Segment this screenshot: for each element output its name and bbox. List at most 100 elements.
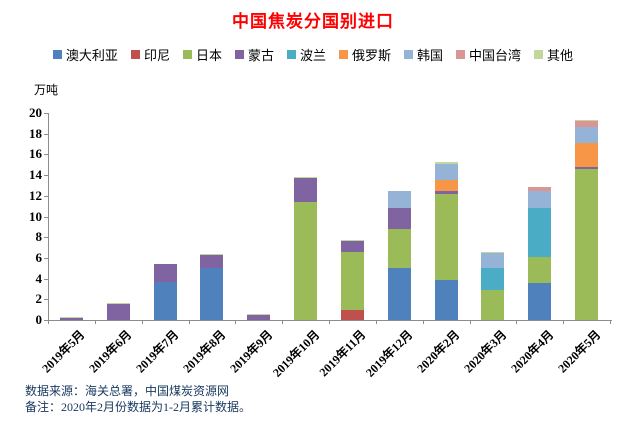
bar-segment [434, 163, 458, 181]
y-tick [44, 278, 48, 280]
bar-segment [106, 304, 130, 320]
bar-segment [340, 241, 364, 252]
legend-label: 澳大利亚 [65, 48, 118, 63]
legend-label: 波兰 [299, 48, 326, 63]
bar-segment [575, 166, 599, 169]
bar-segment [59, 317, 83, 320]
legend-swatch-icon [130, 50, 140, 59]
bar-segment [387, 208, 411, 229]
legend-swatch-icon [534, 50, 544, 59]
bar-segment [247, 313, 271, 315]
legend-label: 蒙古 [247, 48, 274, 63]
x-tick [422, 320, 424, 324]
bar-segment [434, 193, 458, 280]
legend-label: 韩国 [417, 48, 444, 63]
y-tick [44, 237, 48, 239]
y-tick [44, 154, 48, 156]
bar-segment [575, 119, 599, 122]
bar-segment [200, 253, 224, 255]
y-tick-label: 4 [35, 270, 43, 286]
bar-segment [481, 252, 505, 254]
x-tick [329, 320, 330, 324]
y-tick-label: 0 [35, 312, 43, 327]
legend-label: 其他 [547, 48, 574, 63]
bar-segment [528, 208, 552, 257]
bar-segment [153, 281, 177, 320]
bar-segment [106, 303, 130, 305]
legend-swatch-icon [52, 50, 62, 59]
bar-segment [528, 282, 552, 320]
footer-source-line: 数据来源：海关总署，中国煤炭资源网 [25, 384, 230, 398]
bar-segment [387, 228, 411, 269]
y-tick [44, 133, 48, 135]
legend-label: 印尼 [143, 48, 170, 63]
x-tick [141, 320, 143, 324]
y-tick-label: 16 [29, 146, 42, 162]
y-tick [44, 216, 48, 218]
legend-item: 中国台湾 [456, 45, 521, 64]
bar-segment [481, 268, 505, 290]
bar-segment [481, 289, 505, 320]
y-tick-label: 6 [35, 249, 43, 265]
legend-swatch-icon [404, 50, 414, 59]
chart-footer: 数据来源：海关总署，中国煤炭资源网 备注：2020年2月份数据为1-2月累计数据… [25, 383, 251, 415]
bar-segment [528, 256, 552, 283]
bar-segment [387, 268, 411, 320]
bar-segment [340, 240, 364, 242]
legend-swatch-icon [456, 50, 466, 59]
bar-segment [575, 143, 599, 167]
y-tick-label: 12 [29, 187, 42, 203]
x-tick [48, 320, 49, 324]
bar-segment [294, 178, 318, 202]
bar-segment [434, 279, 458, 320]
bar-segment [434, 180, 458, 191]
footer-note-line: 备注：2020年2月份数据为1-2月累计数据。 [25, 400, 251, 414]
y-tick-label: 8 [35, 229, 43, 245]
y-tick-label: 10 [29, 208, 42, 224]
legend-item: 蒙古 [234, 45, 274, 64]
legend-swatch-icon [339, 50, 348, 59]
bar-segment [200, 254, 224, 269]
x-tick [282, 320, 284, 324]
bar-segment [387, 190, 411, 209]
y-tick [44, 257, 48, 259]
x-tick [610, 320, 611, 324]
y-axis [48, 113, 49, 321]
y-tick-label: 20 [29, 105, 42, 120]
bar-segment [434, 190, 458, 194]
y-tick-label: 18 [29, 125, 42, 141]
legend-item: 日本 [182, 45, 222, 64]
x-tick [375, 320, 377, 324]
bar-segment [59, 316, 83, 318]
y-tick [44, 175, 48, 177]
bar-segment [340, 309, 364, 320]
legend-label: 俄罗斯 [352, 48, 392, 63]
bar-segment [528, 190, 552, 209]
bar-segment [247, 314, 271, 320]
x-axis [48, 320, 612, 321]
y-axis-unit-label: 万吨 [34, 83, 59, 97]
y-tick-label: 14 [29, 167, 42, 183]
chart-legend: 澳大利亚 印尼 日本 蒙古 波兰 俄罗斯 韩国 中国台湾 其他 [0, 45, 626, 64]
legend-item: 其他 [534, 45, 573, 64]
y-tick [44, 320, 48, 321]
legend-swatch-icon [286, 50, 296, 59]
y-tick [44, 299, 48, 301]
bar-segment [481, 253, 505, 269]
x-tick [235, 320, 237, 324]
bar-segment [153, 264, 177, 282]
legend-item: 俄罗斯 [339, 45, 391, 64]
legend-swatch-icon [234, 50, 244, 59]
legend-swatch-icon [182, 50, 192, 59]
y-tick [44, 113, 48, 114]
legend-item: 印尼 [130, 45, 170, 64]
bar-segment [575, 168, 599, 320]
y-tick-label: 2 [35, 291, 43, 307]
x-tick [469, 320, 471, 324]
bar-segment [434, 161, 458, 164]
legend-label: 日本 [195, 48, 222, 63]
bar-segment [294, 177, 318, 179]
legend-item: 韩国 [404, 45, 443, 64]
